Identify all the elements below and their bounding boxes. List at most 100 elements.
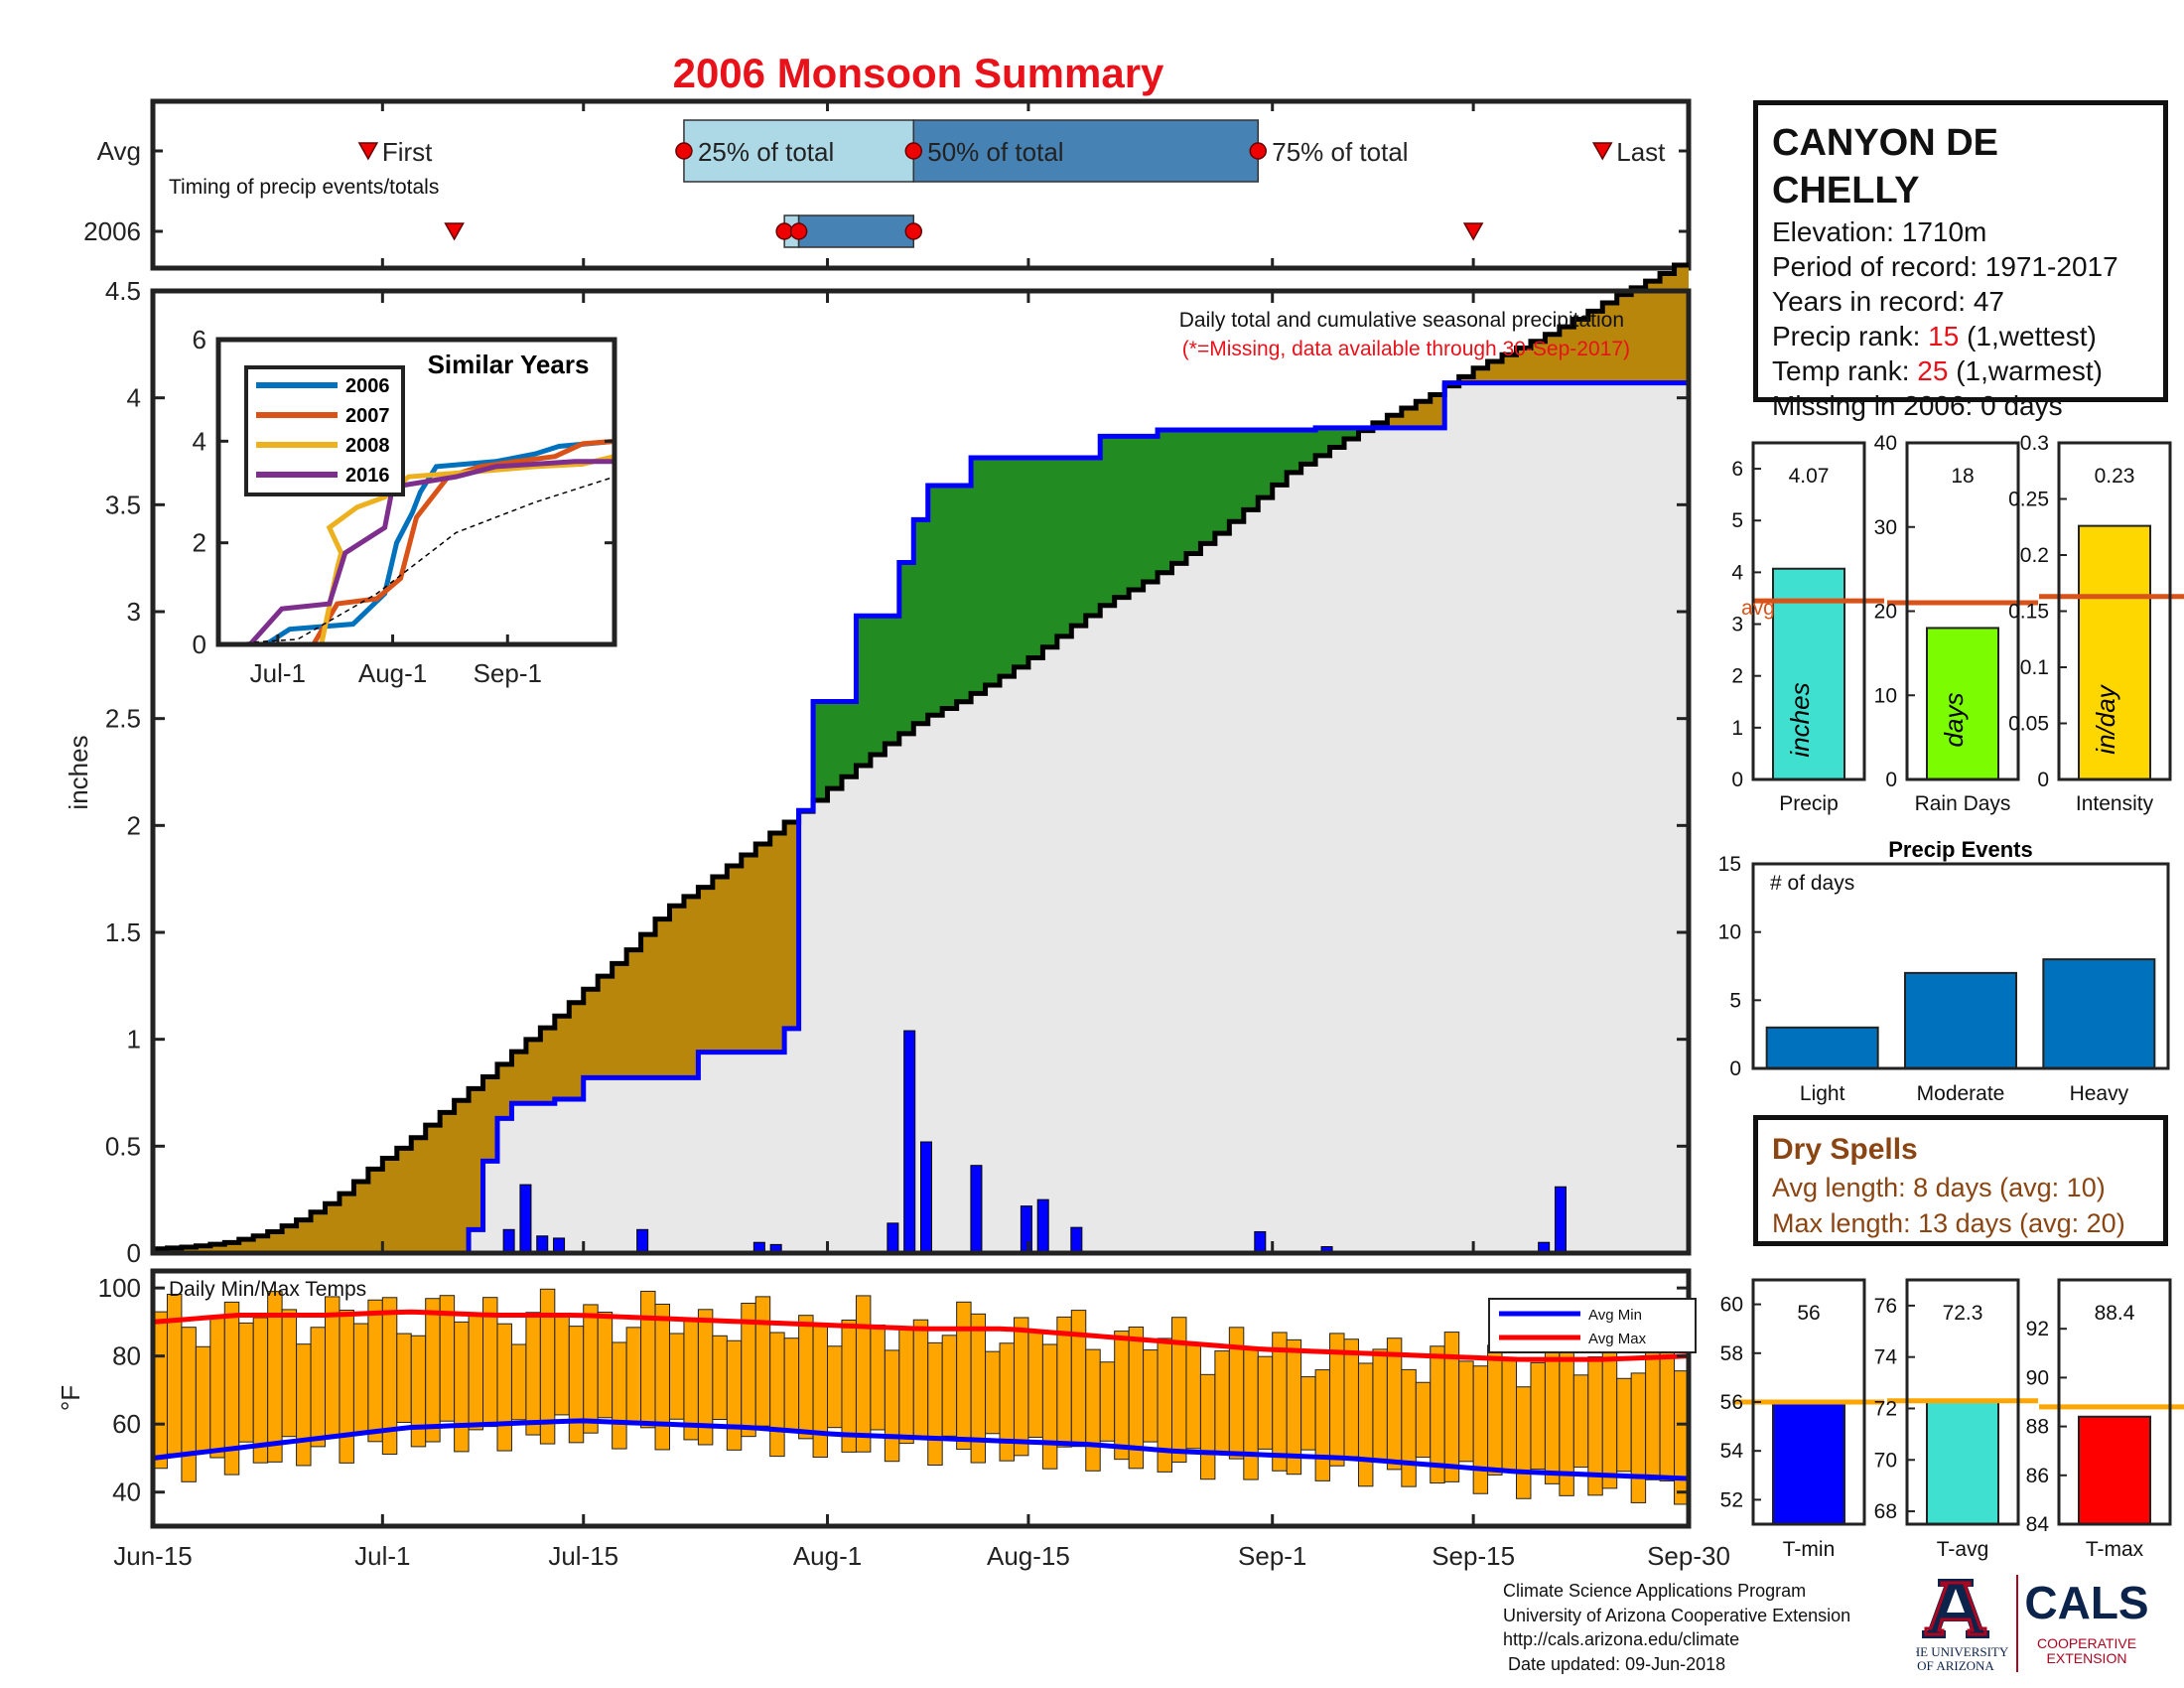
- temp-summary-panels: 56 T-min 52 54 56 58 60 72.3 T-avg 68 70 72 74 76 88.4…: [1720, 1278, 2184, 1561]
- daily-temp-bar: [1056, 1316, 1072, 1448]
- precip-summary-panels: 4.07 Precip 0 1 2 3 4 5 6 inches avg 18 Rain Days 0 10…: [1731, 432, 2184, 815]
- summary-tick-label: 0.05: [2008, 713, 2049, 736]
- legend-label: Avg Max: [1588, 1331, 1647, 1347]
- inset-x-label: Aug-1: [358, 658, 427, 688]
- daily-temp-bar: [898, 1328, 914, 1445]
- inset-legend-label: 2007: [345, 405, 390, 427]
- inset-tick-label: 2: [193, 528, 206, 558]
- daily-temp-bar: [396, 1333, 412, 1423]
- timing-box-50-75: [797, 214, 915, 248]
- daily-precip-bar: [903, 1030, 916, 1254]
- daily-precip-bar: [502, 1228, 515, 1254]
- y-tick-label: 40: [112, 1477, 141, 1507]
- cals-wordmark: CALS: [2024, 1577, 2148, 1628]
- ua-logo: THE UNIVERSITY OF ARIZONA: [1916, 1579, 2009, 1673]
- dry-spells-heading: Dry Spells: [1772, 1133, 1918, 1166]
- inset-tick-label: 0: [193, 630, 206, 659]
- events-tick-label: 15: [1718, 853, 1741, 876]
- daily-temp-bar: [568, 1326, 585, 1444]
- station-period: Period of record: 1971-2017: [1772, 251, 2118, 282]
- daily-temp-bar: [597, 1311, 614, 1419]
- events-y-label: # of days: [1770, 872, 1854, 895]
- daily-temp-bar: [510, 1343, 527, 1421]
- daily-temp-bar: [525, 1312, 541, 1436]
- timing-percentile-dot: [904, 222, 923, 240]
- daily-temp-bar: [1099, 1361, 1116, 1442]
- daily-temp-bar: [1314, 1369, 1331, 1481]
- summary-value: 0.23: [2095, 465, 2135, 488]
- x-tick-label: Sep-1: [1238, 1541, 1306, 1571]
- y-tick-label: 3: [127, 597, 141, 627]
- event-category-label: Moderate: [1917, 1082, 2005, 1105]
- credit-line: Climate Science Applications Program: [1503, 1581, 1807, 1601]
- station-years: Years in record: 47: [1772, 286, 2004, 317]
- daily-temp-bar: [1272, 1332, 1288, 1472]
- precip-rank-prefix: Precip rank:: [1772, 321, 1929, 352]
- daily-temp-bar: [339, 1309, 354, 1464]
- daily-temp-bar: [1300, 1376, 1316, 1451]
- summary-tick-label: 40: [1874, 432, 1897, 455]
- summary-bar: [2078, 524, 2151, 780]
- cals-line1: COOPERATIVE: [2037, 1635, 2136, 1651]
- inset-legend-label: 2008: [345, 435, 390, 457]
- summary-tick-label: 0.3: [2020, 432, 2049, 455]
- daily-temp-bar: [855, 1295, 872, 1453]
- daily-temp-bar: [1114, 1331, 1130, 1461]
- event-category-label: Light: [1800, 1082, 1845, 1105]
- y-tick-label: 100: [98, 1273, 141, 1303]
- precip-events-panel: Light Moderate Heavy 0 5 10 15 Precip Events # o…: [1718, 837, 2170, 1105]
- main-frame: [150, 288, 1692, 1256]
- daily-temp-bar: [468, 1314, 484, 1431]
- station-elevation: Elevation: 1710m: [1772, 216, 1987, 247]
- credit-text: Climate Science Applications Program Univ…: [1503, 1579, 1850, 1676]
- daily-precip-bar: [887, 1222, 899, 1254]
- summary-tick-label: 4: [1731, 561, 1743, 584]
- summary-frame: [1751, 441, 1866, 781]
- summary-avg-label: avg: [1741, 597, 1775, 620]
- daily-precip-bar: [1036, 1198, 1049, 1254]
- summary-value: 56: [1797, 1302, 1820, 1325]
- y-tick-label: 60: [112, 1409, 141, 1439]
- daily-temp-bar: [683, 1321, 699, 1441]
- summary-tick-label: 88: [2026, 1416, 2049, 1439]
- summary-tick-label: 6: [1731, 458, 1743, 481]
- y-tick-label: 0: [127, 1238, 141, 1268]
- daily-temp-bar: [1343, 1338, 1359, 1458]
- y-axis-label: inches: [64, 735, 93, 809]
- inset-tick-label: 6: [193, 325, 206, 354]
- y-tick-label: 4.5: [105, 276, 141, 306]
- timing-row-label: 2006: [83, 216, 141, 246]
- summary-tick-label: 30: [1874, 516, 1897, 539]
- summary-tick-label: 0: [1885, 769, 1897, 791]
- daily-temp-bar: [195, 1345, 211, 1455]
- dry-spells-max: Max length: 13 days (avg: 20): [1772, 1208, 2125, 1238]
- summary-value: 4.07: [1789, 465, 1830, 488]
- timing-note: Timing of precip events/totals: [169, 176, 439, 199]
- daily-precip-bar: [920, 1141, 932, 1254]
- daily-temp-bar: [1415, 1381, 1432, 1459]
- temps-frame: [150, 1268, 1692, 1529]
- chart-title: 2006 Monsoon Summary: [673, 50, 1164, 96]
- daily-temp-bar: [252, 1317, 269, 1464]
- y-tick-label: 4: [127, 383, 141, 413]
- daily-temp-bar: [1070, 1310, 1087, 1448]
- daily-precip-bar: [970, 1165, 983, 1254]
- summary-tick-label: 76: [1874, 1295, 1897, 1318]
- timing-label-last: Last: [1616, 137, 1666, 167]
- summary-x-label: T-min: [1783, 1538, 1836, 1561]
- daily-temp-bar: [884, 1349, 900, 1463]
- summary-tick-label: 68: [1874, 1500, 1897, 1523]
- daily-temp-bar: [912, 1319, 929, 1439]
- daily-temp-bar: [1041, 1343, 1058, 1470]
- temp-rank-prefix: Temp rank:: [1772, 355, 1918, 386]
- credit-line: http://cals.arizona.edu/climate: [1503, 1629, 1740, 1649]
- summary-tick-label: 0.15: [2008, 601, 2049, 624]
- timing-percentile-dot: [904, 142, 923, 160]
- legend-label: Avg Min: [1588, 1307, 1642, 1324]
- daily-temp-bar: [640, 1290, 656, 1429]
- daily-temp-bar: [1501, 1359, 1518, 1473]
- deficit-fill: [153, 264, 1689, 1253]
- precip-rank-line: Precip rank: 15 (1,wettest): [1772, 319, 2149, 353]
